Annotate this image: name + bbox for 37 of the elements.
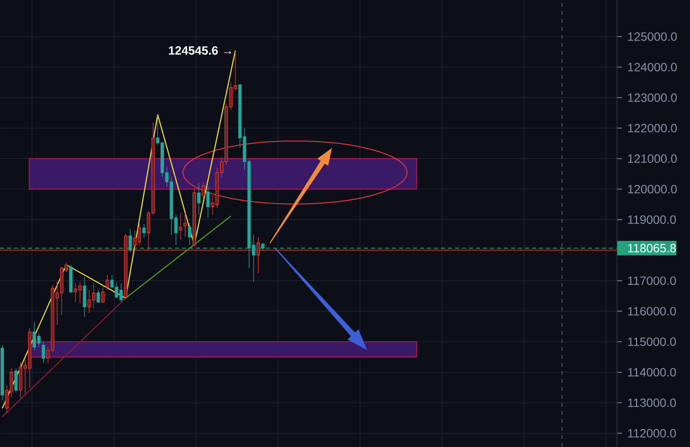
y-tick-label: 112000.0 (628, 429, 676, 438)
y-tick-label: 121000.0 (628, 154, 677, 163)
candlestick (128, 228, 132, 252)
candlestick (206, 186, 210, 218)
y-tick-label: 122000.0 (628, 124, 677, 132)
candlestick (192, 188, 196, 248)
candlestick (188, 222, 192, 246)
candlestick (14, 368, 18, 392)
candlestick (96, 290, 100, 304)
candlestick (142, 224, 146, 238)
candlestick (69, 264, 73, 294)
candlestick (197, 182, 200, 216)
candlestick (183, 212, 187, 238)
candlestick (202, 182, 206, 200)
y-tick-label: 113000.0 (628, 398, 676, 407)
candlestick (178, 212, 182, 240)
y-tick-label: 116000.0 (628, 306, 676, 316)
y-tick-label: 124000.0 (628, 62, 677, 72)
candlestick (124, 234, 128, 300)
candlestick (256, 236, 260, 274)
y-tick-label: 123000.0 (628, 93, 677, 102)
candlestick (74, 282, 78, 302)
candlestick (106, 274, 110, 290)
y-tick-label: 119000.0 (628, 215, 676, 224)
candlestick (119, 282, 123, 302)
y-tick-label: 115000.0 (628, 337, 676, 346)
candlestick (261, 242, 264, 252)
y-tick-label: 117000.0 (628, 276, 676, 285)
candlestick (42, 342, 46, 364)
candlestick (101, 284, 105, 304)
y-tick-label: 114000.0 (628, 368, 676, 376)
annotation: 124545.6 → (168, 46, 232, 55)
ref-line-label: 118065.8 (628, 244, 676, 252)
y-tick-label: 125000.0 (628, 32, 677, 41)
y-tick-label: 120000.0 (628, 184, 677, 194)
candlestick (82, 276, 86, 318)
candlestick (0, 344, 4, 401)
